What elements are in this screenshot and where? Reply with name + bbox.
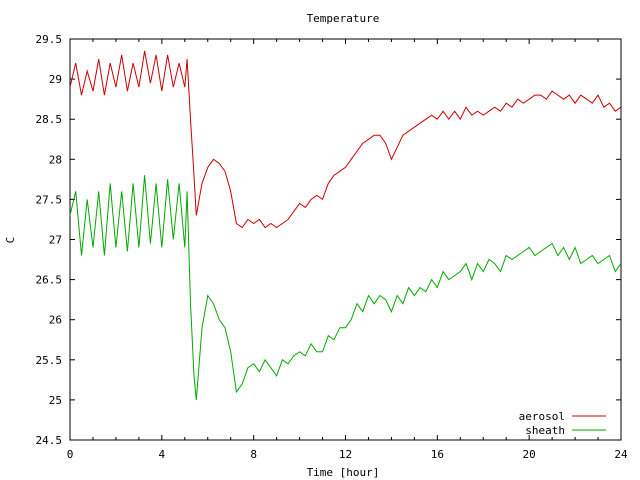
series-layer — [69, 50, 622, 400]
y-axis: 24.5 25 25.5 26 26.5 27 27.5 28 28.5 29 29.5 — [36, 33, 621, 447]
y-tick-label: 25 — [49, 394, 62, 407]
x-tick-label: 0 — [67, 448, 74, 461]
y-tick-label: 28.5 — [36, 113, 63, 126]
series-line-aerosol — [69, 50, 622, 229]
x-tick-label: 8 — [250, 448, 257, 461]
y-tick-label: 24.5 — [36, 434, 63, 447]
x-tick-label: 4 — [159, 448, 166, 461]
x-axis: 0 4 8 12 16 20 24 — [67, 39, 628, 461]
x-tick-label: 24 — [614, 448, 628, 461]
legend-label-sheath: sheath — [525, 424, 565, 437]
x-tick-label: 16 — [431, 448, 444, 461]
y-tick-label: 28 — [49, 153, 62, 166]
legend-label-aerosol: aerosol — [519, 410, 565, 423]
chart-title: Temperature — [307, 12, 380, 25]
x-axis-label: Time [hour] — [307, 466, 380, 479]
y-tick-label: 26.5 — [36, 274, 63, 287]
y-tick-label: 27 — [49, 234, 62, 247]
series-line-sheath — [69, 175, 622, 400]
y-tick-label: 26 — [49, 314, 62, 327]
y-tick-label: 27.5 — [36, 193, 63, 206]
x-tick-label: 12 — [339, 448, 352, 461]
y-tick-label: 25.5 — [36, 354, 63, 367]
plot-frame — [69, 38, 622, 441]
y-tick-label: 29 — [49, 73, 62, 86]
y-axis-label: C — [4, 237, 17, 244]
x-tick-label: 20 — [523, 448, 536, 461]
y-tick-label: 29.5 — [36, 33, 63, 46]
